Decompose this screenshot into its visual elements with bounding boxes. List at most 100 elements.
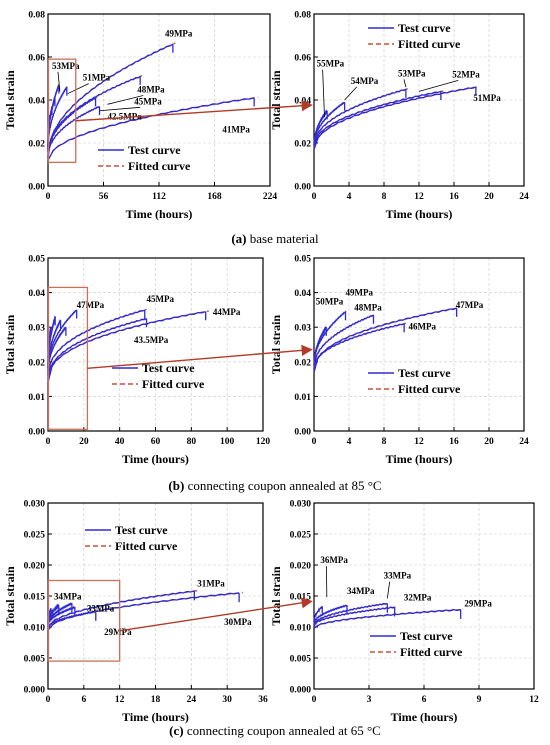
test-curve-50MPa: [313, 325, 327, 366]
label-leader: [418, 80, 459, 92]
plot-frame: [313, 13, 525, 187]
stress-label: 31MPa: [197, 579, 225, 589]
y-axis-label: Total strain: [269, 566, 283, 626]
test-curve-43.5MPa: [47, 318, 147, 383]
stress-label: 30MPa: [224, 617, 252, 627]
x-tick-label: 20: [79, 437, 89, 447]
stress-label: 42.5MPa: [107, 111, 142, 121]
y-tick-label: 0.08: [28, 11, 45, 21]
stress-label: 45MPa: [134, 96, 162, 106]
legend-fitted-label: Fitted curve: [398, 37, 461, 51]
legend: Test curve Fitted curve: [98, 143, 191, 173]
y-tick-label: 0.010: [290, 624, 312, 634]
stress-label: 33MPa: [384, 571, 412, 581]
legend-test-label: Test curve: [142, 361, 195, 375]
plot-frame: [313, 257, 525, 432]
y-tick-label: 0.00: [294, 428, 311, 438]
stress-label: 41MPa: [222, 124, 250, 134]
label-leader: [107, 95, 144, 105]
y-tick-label: 0.00: [28, 183, 45, 193]
test-curve-54MPa: [313, 101, 346, 146]
y-tick-label: 0.04: [28, 97, 45, 107]
y-tick-label: 0.000: [290, 686, 312, 696]
test-curve-45MPa: [47, 309, 146, 380]
y-tick-label: 0.02: [28, 140, 45, 150]
legend-test-label: Test curve: [398, 21, 451, 35]
stress-label: 34MPa: [347, 586, 375, 596]
y-tick-label: 0.010: [24, 624, 46, 634]
label-leader: [403, 79, 407, 88]
stress-label: 32MPa: [404, 592, 432, 602]
legend-test-label: Test curve: [398, 366, 451, 380]
legend: Test curve Fitted curve: [112, 361, 205, 391]
x-tick-label: 20: [484, 192, 494, 202]
y-tick-label: 0.04: [28, 289, 45, 299]
label-leader: [99, 106, 141, 112]
test-curve-42.5MPa: [47, 105, 100, 159]
stress-label: 51MPa: [473, 93, 501, 103]
zoom-region-box: [47, 58, 77, 163]
legend-fitted-label: Fitted curve: [115, 539, 178, 553]
stress-label: 54MPa: [351, 76, 379, 86]
zoom-region-box: [47, 286, 89, 430]
caption-a: (a) base material: [231, 231, 319, 246]
panel-c-right: 0 3 6 9 12 0.000 0.005 0.010 0.015 0.020 0.025 0.03…: [269, 500, 539, 725]
test-curve-29MPa: [313, 608, 461, 629]
legend: Test curve Fitted curve: [85, 523, 178, 553]
x-axis-label: Time (hours): [122, 710, 189, 724]
x-axis-label: Time (hours): [122, 452, 189, 466]
stress-label: 53MPa: [52, 61, 80, 71]
x-tick-label: 36: [258, 695, 268, 705]
legend-fitted-label: Fitted curve: [400, 645, 463, 659]
test-curve-44MPa: [47, 310, 206, 383]
y-tick-label: 0.03: [28, 324, 45, 334]
x-axis-label: Time (hours): [391, 710, 458, 724]
y-tick-label: 0.000: [24, 686, 46, 696]
stress-label: 52MPa: [452, 69, 480, 79]
y-tick-label: 0.06: [28, 54, 45, 64]
x-tick-label: 24: [519, 192, 529, 202]
test-curve-34MPa: [47, 603, 60, 624]
legend: Test curve Fitted curve: [368, 366, 461, 396]
y-axis-label: Total strain: [3, 566, 17, 626]
y-tick-label: 0.030: [290, 500, 312, 510]
y-tick-label: 0.025: [24, 531, 46, 541]
y-axis-label: Total strain: [3, 315, 17, 375]
legend-fitted-label: Fitted curve: [128, 159, 191, 173]
y-axis-label: Total strain: [269, 315, 283, 375]
legend-test-label: Test curve: [115, 523, 168, 537]
stress-label: 48MPa: [137, 84, 165, 94]
y-tick-label: 0.05: [28, 255, 45, 265]
x-tick-label: 12: [414, 192, 424, 202]
y-axis-label: Total strain: [3, 70, 17, 130]
y-tick-label: 0.015: [290, 593, 312, 603]
panel-a-left: 0 56 112 168 224 0.00 0.02 0.04 0.06 0.08 Time (ho…: [3, 11, 277, 222]
y-tick-label: 0.08: [294, 11, 311, 21]
test-curve-49MPa: [47, 43, 174, 157]
x-tick-label: 3: [367, 695, 372, 705]
y-tick-label: 0.020: [24, 562, 46, 572]
test-curve-31MPa: [47, 590, 195, 629]
y-tick-label: 0.030: [24, 500, 46, 510]
x-tick-label: 40: [115, 437, 125, 447]
x-tick-label: 6: [81, 695, 86, 705]
zoom-region-box: [47, 579, 121, 662]
test-curve-55MPa: [313, 109, 328, 146]
y-tick-label: 0.06: [294, 54, 311, 64]
stress-label: 33MPa: [87, 604, 115, 614]
panel-c-left: 0 6 12 18 24 30 36 0.000 0.005 0.010 0.015 0.020 0.0…: [3, 500, 268, 725]
stress-label: 47MPa: [456, 300, 484, 310]
legend-fitted-label: Fitted curve: [398, 382, 461, 396]
y-tick-label: 0.005: [24, 655, 46, 665]
x-tick-label: 224: [263, 192, 278, 202]
stress-label: 46MPa: [409, 322, 437, 332]
test-curve-48MPa: [313, 314, 374, 369]
y-tick-label: 0.02: [294, 140, 311, 150]
test-curve-46MPa: [47, 326, 67, 376]
caption-c: (c) connecting coupon annealed at 65 °C: [169, 723, 381, 738]
x-tick-label: 18: [151, 695, 161, 705]
y-tick-label: 0.05: [294, 255, 311, 265]
x-tick-label: 12: [529, 695, 539, 705]
x-tick-label: 80: [187, 437, 197, 447]
